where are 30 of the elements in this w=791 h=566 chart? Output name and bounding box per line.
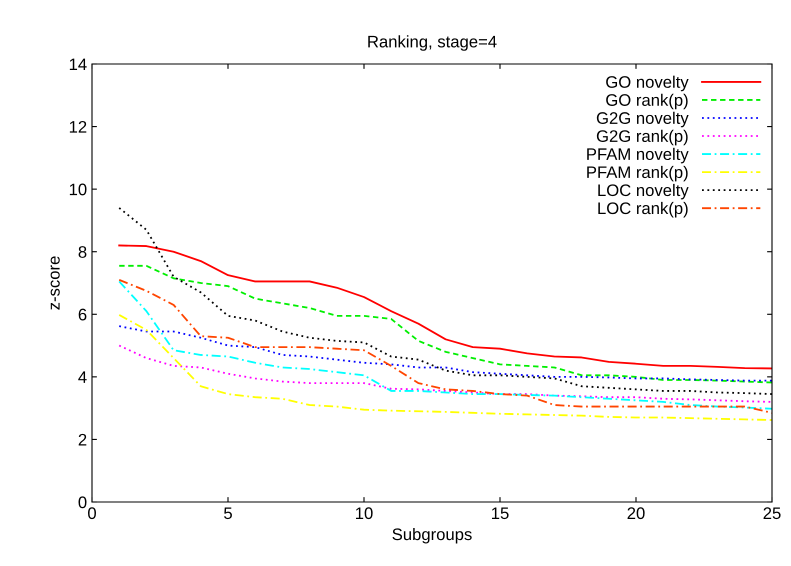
legend-label: PFAM novelty xyxy=(587,148,689,164)
y-axis-title: z-score xyxy=(50,256,60,310)
x-tick-label: 5 xyxy=(224,507,232,520)
x-tick-label: 25 xyxy=(764,507,781,520)
legend-label: LOC rank(p) xyxy=(598,202,688,218)
y-tick-label: 2 xyxy=(78,434,86,446)
x-axis-title: Subgroups xyxy=(392,528,472,544)
y-tick-label: 6 xyxy=(78,308,86,320)
y-tick-label: 14 xyxy=(70,58,87,70)
y-tick-label: 10 xyxy=(70,184,86,196)
x-tick-label: 20 xyxy=(628,507,645,520)
y-tick-label: 12 xyxy=(70,120,86,133)
x-tick-label: 15 xyxy=(492,507,509,520)
x-tick-label: 0 xyxy=(88,507,96,520)
legend-label: GO novelty xyxy=(606,76,689,92)
legend-label: GO rank(p) xyxy=(606,94,688,110)
legend-label: G2G rank(p) xyxy=(596,130,688,146)
line-series xyxy=(118,314,772,421)
x-tick-label: 10 xyxy=(356,507,373,520)
line-series xyxy=(118,344,772,403)
y-tick-label: 8 xyxy=(78,246,86,258)
chart-title: Ranking, stage=4 xyxy=(368,35,497,51)
line-series xyxy=(118,244,772,370)
y-tick-label: 0 xyxy=(78,496,86,508)
y-tick-label: 4 xyxy=(78,371,87,383)
legend-label: PFAM rank(p) xyxy=(587,166,688,182)
line-series xyxy=(118,264,772,384)
line-series xyxy=(118,325,772,382)
legend-label: LOC novelty xyxy=(598,184,689,200)
legend-label: G2G novelty xyxy=(596,112,689,128)
